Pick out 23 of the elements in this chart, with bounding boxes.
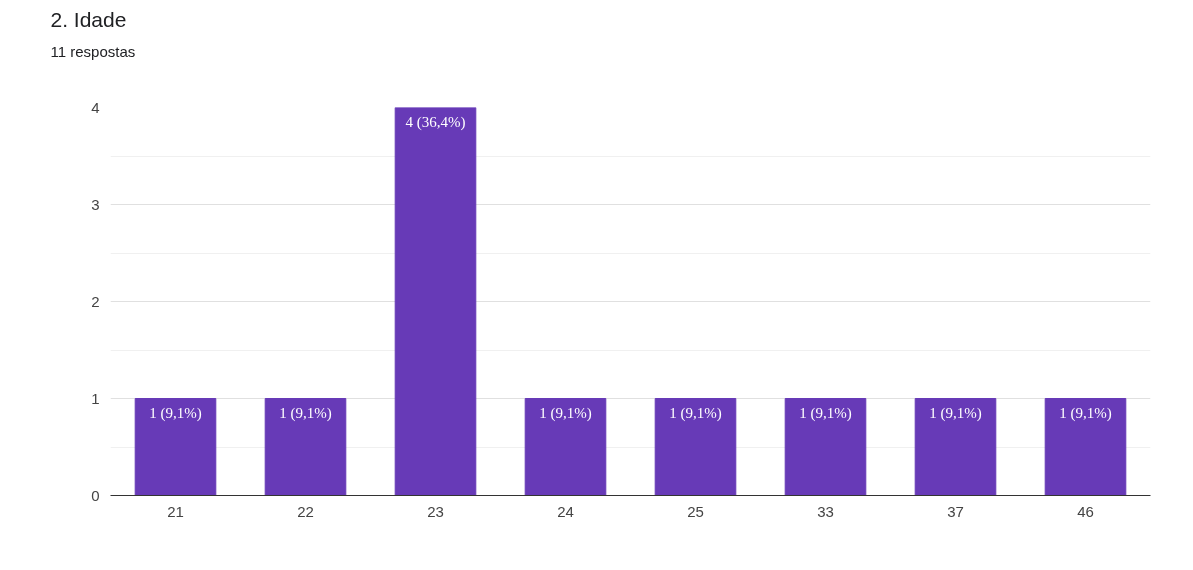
x-tick-label: 25 [687,502,704,520]
data-label: 1 (9,1%) [279,404,332,422]
y-tick-label: 3 [91,195,100,213]
data-label: 1 (9,1%) [929,404,982,422]
x-tick-label: 23 [427,502,444,520]
data-label: 1 (9,1%) [1059,404,1112,422]
x-tick-label: 46 [1077,502,1094,520]
y-tick-label: 0 [91,486,100,504]
chart-title: 2. Idade [50,7,127,31]
x-tick-label: 24 [557,502,574,520]
data-label: 4 (36,4%) [405,113,466,131]
y-tick-label: 2 [91,292,100,310]
chart-subtitle: 11 respostas [50,42,136,60]
y-tick-label: 1 [91,389,100,407]
data-label: 1 (9,1%) [149,404,202,422]
x-tick-label: 21 [167,502,184,520]
data-label: 1 (9,1%) [799,404,852,422]
x-tick-label: 37 [947,502,964,520]
y-tick-label: 4 [91,98,100,116]
x-tick-label: 33 [817,502,834,520]
x-tick-label: 22 [297,502,314,520]
data-label: 1 (9,1%) [669,404,722,422]
data-label: 1 (9,1%) [539,404,592,422]
